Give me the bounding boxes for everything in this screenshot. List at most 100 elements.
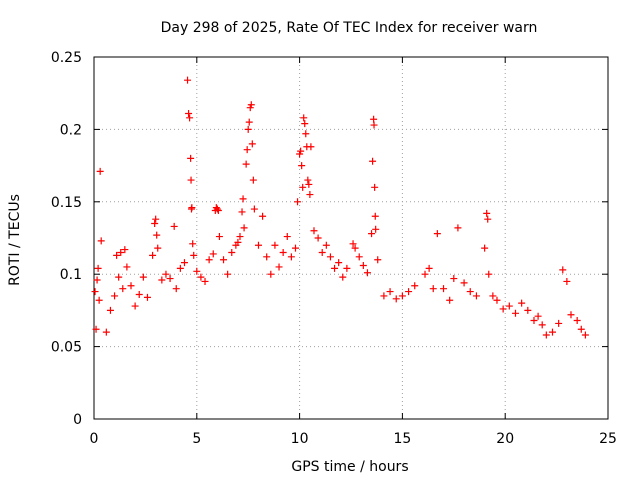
chart-title: Day 298 of 2025, Rate Of TEC Index for r… <box>161 20 538 36</box>
data-point <box>555 319 563 327</box>
data-point <box>326 253 334 261</box>
data-point <box>534 312 542 320</box>
data-point <box>92 325 100 333</box>
data-point <box>102 328 110 336</box>
x-tick-label: 0 <box>90 431 99 447</box>
data-point <box>176 264 184 272</box>
data-point <box>542 331 550 339</box>
data-point <box>307 143 315 151</box>
data-point <box>466 288 474 296</box>
data-point <box>300 114 308 122</box>
data-point <box>170 222 178 230</box>
data-point <box>371 183 379 191</box>
data-point <box>573 317 581 325</box>
data-point <box>538 321 546 329</box>
data-point <box>355 253 363 261</box>
data-point <box>111 292 119 300</box>
data-point <box>374 256 382 264</box>
data-point <box>187 154 195 162</box>
data-point <box>302 130 310 138</box>
data-point <box>567 311 575 319</box>
data-point <box>224 270 232 278</box>
data-point <box>127 282 135 290</box>
data-point <box>209 250 217 258</box>
data-point <box>234 238 242 246</box>
data-point <box>298 162 306 170</box>
data-point <box>511 309 519 317</box>
data-point <box>154 244 162 252</box>
data-point <box>162 270 170 278</box>
data-point <box>180 259 188 267</box>
y-tick-label: 0.05 <box>51 340 82 356</box>
data-point <box>304 176 312 184</box>
data-point <box>283 233 291 241</box>
data-point <box>318 248 326 256</box>
data-point <box>484 215 492 223</box>
data-point <box>201 277 209 285</box>
data-point <box>563 277 571 285</box>
y-tick-label: 0.15 <box>51 195 82 211</box>
data-point <box>559 266 567 274</box>
data-point <box>242 160 250 168</box>
data-point <box>151 220 159 228</box>
data-point <box>425 264 433 272</box>
data-point <box>121 246 129 254</box>
data-point <box>581 331 589 339</box>
plot-frame <box>93 56 609 420</box>
data-point <box>489 292 497 300</box>
axis-ticks: 0 5 10 15 20 25 0 0.05 0.1 0.15 0.2 0.25 <box>51 50 617 447</box>
data-point <box>335 259 343 267</box>
data-point <box>139 273 147 281</box>
data-point <box>190 251 198 259</box>
data-point <box>97 237 105 245</box>
data-point <box>485 270 493 278</box>
data-point <box>267 270 275 278</box>
data-point <box>243 146 251 154</box>
data-point <box>96 167 104 175</box>
data-point <box>214 206 222 214</box>
data-point <box>220 256 228 264</box>
data-point <box>254 241 262 249</box>
data-point <box>421 270 429 278</box>
data-point <box>228 248 236 256</box>
data-point <box>505 302 513 310</box>
x-tick-label: 10 <box>291 431 309 447</box>
data-point <box>205 256 213 264</box>
y-axis-label: ROTI / TECUs <box>7 194 23 286</box>
data-point <box>499 305 507 313</box>
data-point <box>305 180 313 188</box>
data-point <box>460 279 468 287</box>
data-point <box>483 209 491 217</box>
data-point <box>113 251 121 259</box>
data-point <box>215 233 223 241</box>
data-point <box>398 292 406 300</box>
data-point <box>454 224 462 232</box>
data-point <box>370 121 378 129</box>
data-point <box>263 253 271 261</box>
data-point <box>93 276 101 284</box>
y-tick-label: 0 <box>73 412 82 428</box>
data-point <box>577 325 585 333</box>
data-point <box>135 290 143 298</box>
data-point <box>115 273 123 281</box>
data-point <box>287 253 295 261</box>
data-point <box>411 282 419 290</box>
data-point <box>248 140 256 148</box>
data-point <box>405 288 413 296</box>
data-point <box>314 234 322 242</box>
x-tick-label: 20 <box>496 431 514 447</box>
data-point <box>143 293 151 301</box>
data-points <box>91 76 589 339</box>
y-tick-label: 0.1 <box>60 267 82 283</box>
data-point <box>299 183 307 191</box>
data-point <box>193 267 201 275</box>
data-point <box>440 285 448 293</box>
data-point <box>343 264 351 272</box>
data-point <box>119 285 127 293</box>
data-point <box>271 241 279 249</box>
data-point <box>446 296 454 304</box>
data-point <box>386 288 394 296</box>
data-point <box>153 231 161 239</box>
data-point <box>493 296 501 304</box>
